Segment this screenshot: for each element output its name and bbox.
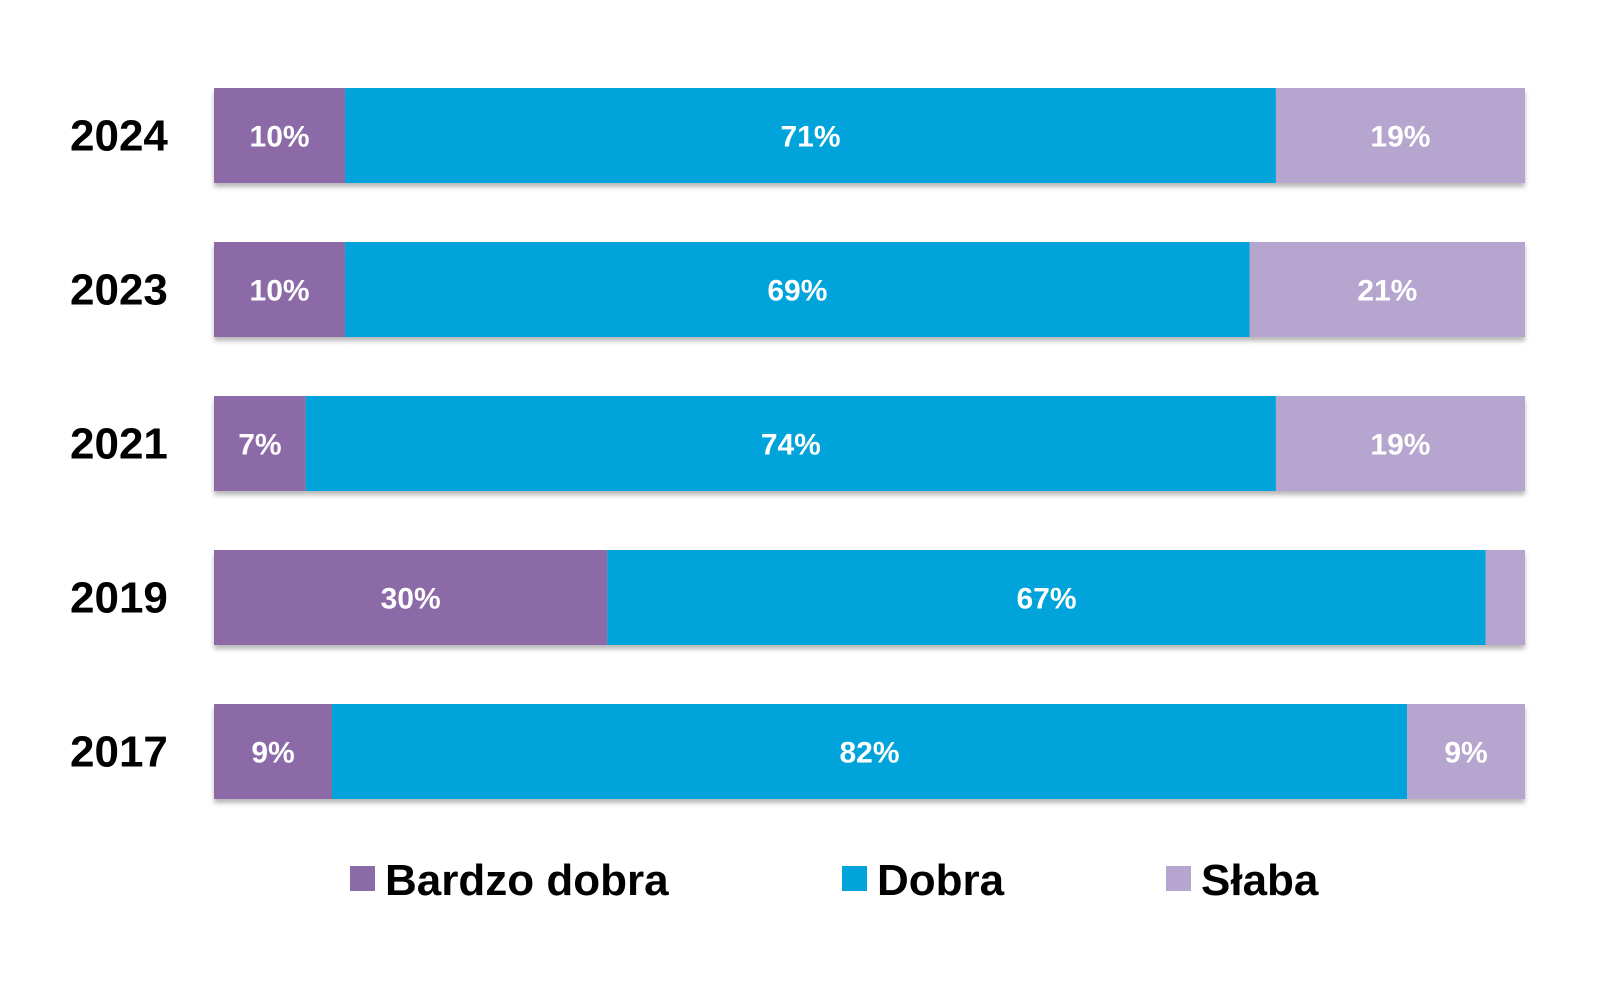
legend-item-2: Dobra — [842, 856, 1005, 905]
data-label-2024-3: 19% — [1370, 121, 1430, 154]
legend-label-3: Słaba — [1201, 856, 1319, 905]
data-label-2023-3: 21% — [1357, 275, 1417, 308]
legend-label-1: Bardzo dobra — [385, 856, 669, 905]
bar-segment-2021-1 — [214, 396, 306, 491]
bar-segment-2024-1 — [214, 88, 346, 183]
bar-segment-2021-2 — [305, 396, 1276, 491]
category-label-2023: 2023 — [70, 266, 168, 315]
data-label-2023-1: 10% — [250, 275, 310, 308]
legend-swatch-3 — [1166, 866, 1191, 891]
legend-item-1: Bardzo dobra — [350, 856, 669, 905]
bar-row-2024 — [214, 88, 1525, 183]
data-label-2021-1: 7% — [238, 429, 281, 462]
data-label-2024-1: 10% — [250, 121, 310, 154]
bar-row-2021 — [214, 396, 1525, 491]
data-label-2021-2: 74% — [761, 429, 821, 462]
data-label-2019-1: 30% — [381, 583, 441, 616]
bar-segment-2024-2 — [345, 88, 1276, 183]
bar-segment-2019-1 — [214, 550, 608, 645]
legend-item-3: Słaba — [1166, 856, 1319, 905]
bar-segment-2021-3 — [1275, 396, 1525, 491]
bar-segment-2019-2 — [607, 550, 1486, 645]
legend-swatch-2 — [842, 866, 867, 891]
bar-segment-2017-2 — [331, 704, 1408, 799]
data-label-2017-1: 9% — [251, 737, 294, 770]
legend: Bardzo dobra Dobra Słaba — [350, 856, 1319, 905]
bar-segment-2017-3 — [1407, 704, 1525, 799]
data-label-2017-3: 9% — [1444, 737, 1487, 770]
bars-layer: 2024 10% 71% 19% 2023 10% 69% 21% 2021 7% 74% 19% 20… — [70, 88, 1525, 799]
bar-row-2017 — [214, 704, 1525, 799]
legend-swatch-1 — [350, 866, 375, 891]
data-label-2024-2: 71% — [780, 121, 840, 154]
bar-segment-2019-3 — [1485, 550, 1525, 645]
legend-label-2: Dobra — [877, 856, 1005, 905]
category-label-2024: 2024 — [70, 112, 168, 161]
bar-row-2023 — [214, 242, 1525, 337]
bar-segment-2023-3 — [1249, 242, 1525, 337]
data-label-2019-2: 67% — [1016, 583, 1076, 616]
bar-segment-2023-1 — [214, 242, 346, 337]
bar-row-2019 — [214, 550, 1525, 645]
category-label-2017: 2017 — [70, 728, 168, 777]
bar-segment-2023-2 — [345, 242, 1250, 337]
category-label-2021: 2021 — [70, 420, 168, 469]
category-label-2019: 2019 — [70, 574, 168, 623]
data-label-2023-2: 69% — [767, 275, 827, 308]
bar-segment-2017-1 — [214, 704, 332, 799]
bar-segment-2024-3 — [1275, 88, 1525, 183]
data-label-2017-2: 82% — [839, 737, 899, 770]
data-label-2021-3: 19% — [1370, 429, 1430, 462]
